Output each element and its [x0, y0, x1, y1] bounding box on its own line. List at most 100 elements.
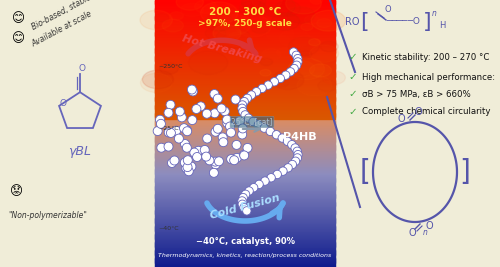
Text: Available at scale: Available at scale [30, 9, 94, 49]
Bar [155, 126, 335, 127]
Ellipse shape [164, 64, 174, 70]
Bar [155, 205, 335, 206]
Circle shape [202, 152, 210, 161]
Text: ✓: ✓ [348, 107, 357, 117]
Bar [155, 40, 335, 42]
Bar [155, 61, 335, 62]
Bar [155, 204, 335, 206]
Bar [155, 166, 335, 167]
Bar [155, 245, 335, 246]
Ellipse shape [142, 70, 174, 89]
Bar [155, 167, 335, 168]
Circle shape [232, 153, 241, 162]
Bar [155, 96, 335, 98]
Bar [155, 168, 335, 169]
Bar [155, 180, 335, 182]
Circle shape [188, 116, 197, 125]
Text: [: [ [360, 158, 370, 186]
Ellipse shape [176, 0, 204, 10]
Bar [155, 158, 335, 159]
Circle shape [188, 85, 196, 94]
Ellipse shape [252, 23, 268, 34]
Text: n: n [423, 228, 428, 237]
Bar [155, 152, 335, 154]
Bar [155, 93, 335, 94]
Circle shape [182, 125, 190, 134]
Circle shape [174, 134, 184, 143]
Ellipse shape [216, 28, 250, 48]
Bar [155, 111, 335, 112]
Bar [155, 81, 335, 83]
Bar [155, 55, 335, 56]
Circle shape [272, 131, 280, 139]
Ellipse shape [276, 48, 293, 58]
Bar [155, 50, 335, 52]
Text: Bio-based, stable: Bio-based, stable [30, 0, 92, 32]
Circle shape [184, 167, 194, 176]
Circle shape [223, 119, 232, 128]
Bar [155, 224, 335, 225]
Bar [155, 48, 335, 49]
Circle shape [284, 137, 292, 146]
Bar [155, 170, 335, 172]
Bar [155, 32, 335, 34]
Bar [155, 128, 335, 129]
Bar [155, 43, 335, 45]
Bar [155, 3, 335, 5]
Bar [155, 232, 335, 233]
Bar [155, 160, 335, 161]
Circle shape [240, 97, 248, 106]
Bar [155, 100, 335, 101]
Bar [155, 24, 335, 26]
Bar [155, 192, 335, 193]
Bar [155, 89, 335, 91]
Bar [155, 219, 335, 221]
Bar [155, 113, 335, 115]
Bar [155, 125, 335, 126]
Circle shape [226, 155, 235, 164]
Bar [155, 172, 335, 174]
Bar [155, 178, 335, 179]
Bar [155, 181, 335, 182]
Bar [155, 71, 335, 72]
Bar [155, 260, 335, 262]
Circle shape [182, 143, 192, 152]
Bar [155, 195, 335, 197]
Ellipse shape [182, 44, 194, 51]
Circle shape [180, 158, 190, 167]
Ellipse shape [259, 0, 295, 17]
Bar [155, 171, 335, 173]
Circle shape [242, 207, 251, 215]
Bar [155, 255, 335, 256]
Circle shape [214, 94, 222, 103]
Ellipse shape [304, 15, 320, 24]
Bar [155, 17, 335, 19]
Bar [155, 40, 335, 41]
Bar [155, 210, 335, 211]
Bar [155, 179, 335, 181]
Bar [155, 146, 335, 147]
Bar [155, 90, 335, 92]
Circle shape [187, 162, 196, 171]
Circle shape [255, 180, 264, 189]
Ellipse shape [140, 10, 172, 30]
Bar [155, 7, 335, 8]
Text: O: O [384, 6, 392, 14]
Bar [155, 120, 335, 122]
Bar [155, 117, 335, 118]
Bar [155, 27, 335, 29]
Bar [155, 249, 335, 250]
Bar [155, 141, 335, 142]
Bar [155, 209, 335, 210]
Bar [155, 91, 335, 93]
Ellipse shape [162, 19, 184, 32]
Bar [155, 187, 335, 189]
Bar [155, 263, 335, 264]
Bar [155, 95, 335, 96]
Bar [155, 218, 335, 220]
Bar [155, 170, 335, 171]
Bar [155, 191, 335, 192]
Text: 200 – 300 °C: 200 – 300 °C [209, 7, 281, 17]
Bar [155, 64, 335, 65]
Circle shape [242, 190, 250, 199]
